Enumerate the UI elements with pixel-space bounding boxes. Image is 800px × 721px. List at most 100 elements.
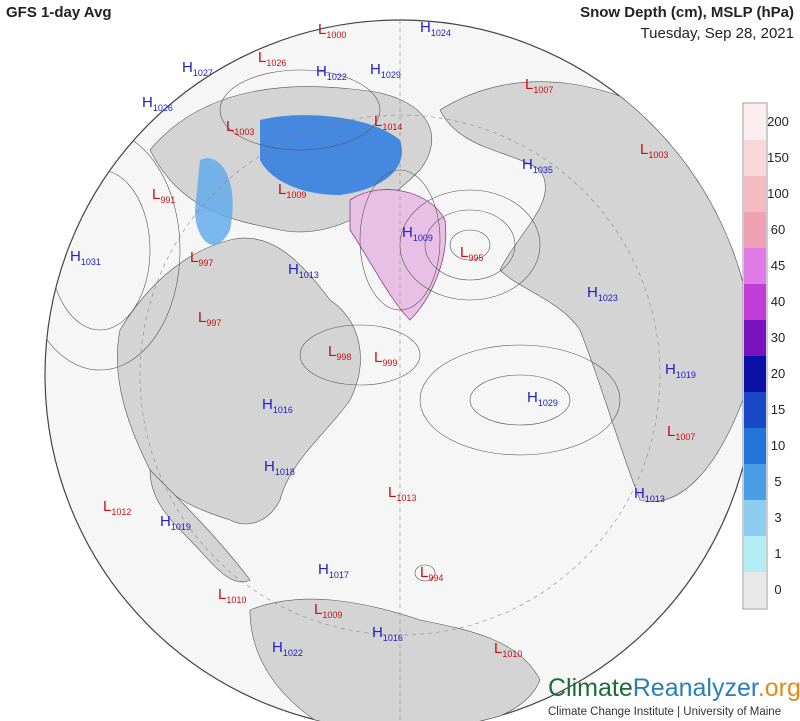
system-pressure: 998 [336,352,351,362]
pressure-system: L997 [190,249,213,268]
system-letter: L [374,113,382,130]
system-letter: L [190,249,198,266]
pressure-system: H1017 [318,561,349,580]
date: Tuesday, Sep 28, 2021 [641,25,794,42]
system-pressure: 1029 [538,398,558,408]
system-pressure: 1010 [502,649,522,659]
system-pressure: 994 [428,573,443,583]
colorbar-swatch [744,140,766,176]
system-pressure: 1029 [381,70,401,80]
system-pressure: 1014 [382,122,402,132]
colorbar-swatch [744,284,766,320]
pressure-system: H1018 [264,458,295,477]
pressure-system: L1003 [640,141,668,160]
system-letter: H [70,248,81,265]
logo-part: .org [758,674,800,702]
pressure-system: H1029 [370,61,401,80]
pressure-system: L1009 [278,181,306,200]
colorbar-swatch [744,392,766,428]
title: GFS 1-day Avg [6,4,112,21]
colorbar-label: 0 [774,582,781,597]
pressure-system: L997 [198,309,221,328]
system-pressure: 1003 [234,127,254,137]
system-pressure: 997 [206,318,221,328]
pressure-system: L1026 [258,49,286,68]
system-letter: H [634,485,645,502]
pressure-system: H1022 [316,63,347,82]
colorbar-label: 10 [771,438,785,453]
colorbar-swatch [744,320,766,356]
colorbar-label: 20 [771,366,785,381]
colorbar-swatch [744,212,766,248]
system-pressure: 1024 [431,28,451,38]
snow-arctic [260,115,402,195]
colorbar-swatch [744,572,766,608]
system-letter: H [587,284,598,301]
system-pressure: 1003 [648,150,668,160]
colorbar-swatch [744,500,766,536]
greenland [349,189,447,321]
system-pressure: 1010 [226,595,246,605]
system-pressure: 1035 [533,165,553,175]
pressure-system: L1012 [103,498,131,517]
pressure-system: L999 [374,349,397,368]
system-pressure: 1027 [193,68,213,78]
colorbar-label: 200 [767,114,789,129]
system-letter: L [525,76,533,93]
system-letter: H [522,156,533,173]
colorbar-swatch [744,104,766,140]
system-letter: L [258,49,266,66]
pressure-system: H1013 [288,261,319,280]
system-letter: H [264,458,275,475]
pressure-system: L1003 [226,118,254,137]
snow-alaska [195,158,233,245]
system-letter: H [160,513,171,530]
credit: Climate Change Institute | University of… [548,706,781,718]
system-pressure: 1013 [396,493,416,503]
system-letter: L [103,498,111,515]
pressure-system: H1035 [522,156,553,175]
pressure-system: H1016 [372,624,403,643]
system-letter: L [388,484,396,501]
pressure-system: H1019 [665,361,696,380]
land-central-america [149,469,251,583]
colorbar-swatch [744,536,766,572]
pressure-system: L994 [420,564,443,583]
system-pressure: 1022 [327,72,347,82]
pressure-system: L1014 [374,113,402,132]
colorbar-label: 3 [774,510,781,525]
colorbar-swatch [744,356,766,392]
colorbar-label: 5 [774,474,781,489]
pressure-system: H1029 [527,389,558,408]
system-letter: L [667,423,675,440]
colorbar-label: 150 [767,150,789,165]
system-pressure: 1007 [533,85,553,95]
system-pressure: 1023 [598,293,618,303]
system-letter: L [420,564,428,581]
system-pressure: 1007 [675,432,695,442]
system-pressure: 999 [382,358,397,368]
colorbar-swatch [744,428,766,464]
system-letter: L [318,21,326,38]
system-letter: H [402,224,413,241]
pressure-system: H1024 [420,19,451,38]
pressure-system: L1013 [388,484,416,503]
system-letter: L [218,586,226,603]
colorbar-label: 30 [771,330,785,345]
pressure-system: H1013 [634,485,665,504]
land-south-america [249,598,541,721]
pressure-system: L1010 [494,640,522,659]
system-letter: L [640,141,648,158]
pressure-system: H1023 [587,284,618,303]
system-letter: L [278,181,286,198]
pressure-system: L995 [460,244,483,263]
system-letter: H [142,94,153,111]
system-letter: L [328,343,336,360]
pressure-system: L1000 [318,21,346,40]
system-letter: L [460,244,468,261]
logo: ClimateReanalyzer.org [548,674,800,702]
system-letter: L [152,186,160,203]
system-letter: L [374,349,382,366]
